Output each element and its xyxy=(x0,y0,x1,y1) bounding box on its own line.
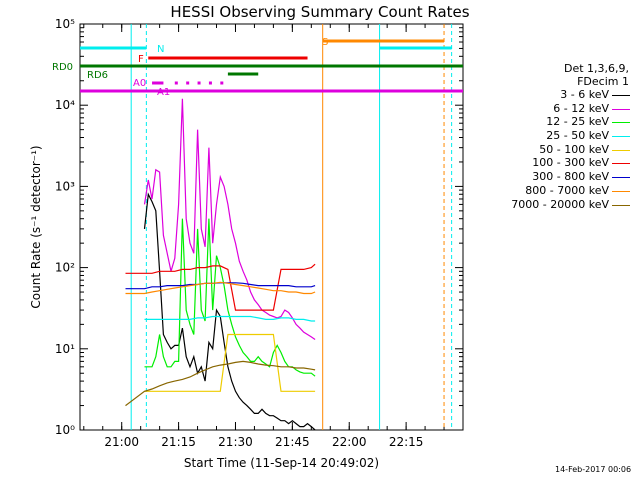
legend-entry: 12 - 25 keV xyxy=(470,115,635,129)
legend-entry: 50 - 100 keV xyxy=(470,143,635,157)
legend-swatch xyxy=(612,190,630,192)
y-tick-label: 10² xyxy=(55,261,75,275)
legend-header-line-2: FDecim 1 xyxy=(577,75,629,88)
legend-entry: 7000 - 20000 keV xyxy=(470,198,635,212)
plot-frame xyxy=(79,23,464,431)
flag-label-f: F xyxy=(138,54,144,65)
y-tick-label: 10¹ xyxy=(55,342,75,356)
legend: Det 1,3,6,9, FDecim 1 3 - 6 keV 6 - 12 ke… xyxy=(470,62,635,211)
y-tick-label: 10³ xyxy=(55,179,75,193)
legend-entry: 300 - 800 keV xyxy=(470,170,635,184)
legend-label: 300 - 800 keV xyxy=(532,170,609,184)
series-line-1 xyxy=(143,192,316,431)
series-line-6 xyxy=(125,263,316,311)
x-tick-label: 22:15 xyxy=(389,435,424,449)
y-axis-label: Count Rate (s⁻¹ detector⁻¹) xyxy=(29,145,43,308)
legend-label: 3 - 6 keV xyxy=(560,88,609,101)
legend-swatch xyxy=(612,149,630,151)
legend-swatch xyxy=(612,122,630,124)
x-tick-label: 22:00 xyxy=(332,435,367,449)
legend-label: 6 - 12 keV xyxy=(553,101,609,115)
series-line-7 xyxy=(125,282,316,290)
legend-entry: 25 - 50 keV xyxy=(470,129,635,143)
legend-label: 12 - 25 keV xyxy=(546,115,609,129)
legend-label: 25 - 50 keV xyxy=(546,129,609,143)
series-line-9 xyxy=(125,360,316,407)
flag-label-rd0: RD0 xyxy=(52,62,73,73)
flag-label-a1: A1 xyxy=(157,87,170,98)
legend-entry: 800 - 7000 keV xyxy=(470,184,635,198)
legend-label: 7000 - 20000 keV xyxy=(511,197,609,211)
y-tick-label: 10⁰ xyxy=(55,423,75,437)
series-line-2 xyxy=(143,98,316,340)
legend-entry: 3 - 6 keV xyxy=(470,88,635,102)
timestamp: 14-Feb-2017 00:06 xyxy=(555,465,632,474)
x-tick-label: 21:15 xyxy=(161,435,196,449)
legend-entry: 6 - 12 keV xyxy=(470,102,635,116)
legend-swatch xyxy=(612,163,630,165)
x-tick-label: 21:30 xyxy=(218,435,253,449)
legend-label: 100 - 300 keV xyxy=(532,156,609,170)
y-tick-label: 10⁴ xyxy=(55,98,75,112)
flag-label-a0: A0 xyxy=(133,78,146,89)
legend-entry: 100 - 300 keV xyxy=(470,156,635,170)
chart-title: HESSI Observing Summary Count Rates xyxy=(170,3,469,21)
y-tick-label: 10⁵ xyxy=(55,17,75,31)
legend-swatch xyxy=(612,108,630,110)
legend-swatch xyxy=(612,177,630,179)
legend-label: 50 - 100 keV xyxy=(539,142,609,156)
legend-header-line-1: Det 1,3,6,9, xyxy=(563,62,629,75)
x-tick-label: 21:45 xyxy=(275,435,310,449)
flag-label-s: S xyxy=(322,37,328,48)
series-line-8 xyxy=(125,281,316,295)
series-line-4 xyxy=(144,315,316,322)
series-line-3 xyxy=(144,218,316,377)
legend-label: 800 - 7000 keV xyxy=(525,183,609,197)
x-axis-label: Start Time (11-Sep-14 20:49:02) xyxy=(184,456,379,470)
flag-label-n: N xyxy=(157,44,164,55)
legend-swatch xyxy=(612,95,630,96)
x-tick-label: 21:00 xyxy=(104,435,139,449)
series-line-5 xyxy=(144,333,316,392)
legend-swatch xyxy=(612,204,630,206)
legend-swatch xyxy=(612,136,630,138)
flag-label-rd6: RD6 xyxy=(87,70,108,81)
